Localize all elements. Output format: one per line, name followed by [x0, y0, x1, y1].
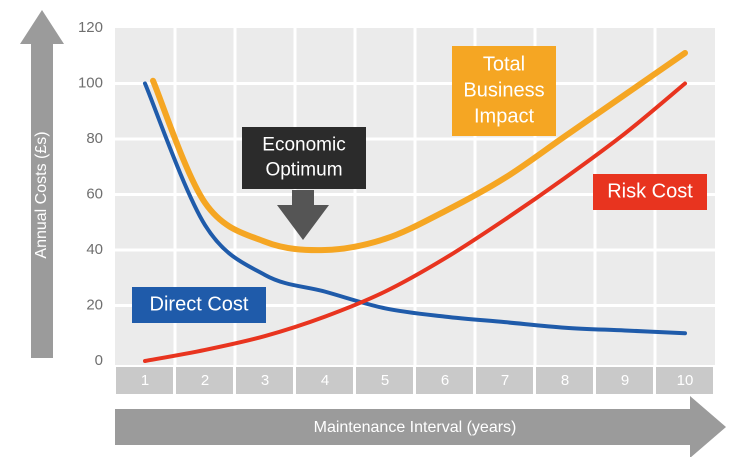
risk-cost-label: Risk Cost	[593, 174, 707, 210]
total-business-impact-line	[150, 49, 688, 254]
y-axis-arrow	[20, 10, 64, 358]
x-tick-cell	[296, 367, 353, 394]
x-tick-label: 3	[261, 372, 269, 389]
x-tick-strip: 1 2 3 4 5 6 7 8 9 10	[116, 367, 713, 394]
x-tick-cell	[416, 367, 473, 394]
x-tick-cell	[236, 367, 293, 394]
x-tick-label: 7	[501, 372, 509, 389]
y-axis-label: Annual Costs (£s)	[33, 131, 50, 258]
x-tick-label: 1	[141, 372, 149, 389]
direct-cost-line	[143, 81, 687, 336]
y-tick-labels: 0 20 40 60 80 100 120	[78, 19, 103, 369]
y-tick-label: 100	[78, 74, 103, 91]
y-tick-label: 120	[78, 19, 103, 36]
risk-cost-label-box	[593, 174, 707, 210]
x-tick-label: 8	[561, 372, 569, 389]
x-tick-cell	[656, 367, 713, 394]
y-tick-label: 20	[86, 296, 103, 313]
total-business-impact-label-text: Business	[463, 79, 544, 101]
y-tick-label: 60	[86, 185, 103, 202]
y-tick-label: 0	[95, 352, 103, 369]
x-tick-cell	[536, 367, 593, 394]
x-tick-label: 9	[621, 372, 629, 389]
x-axis-label: Maintenance Interval (years)	[314, 419, 517, 436]
risk-cost-line	[143, 81, 687, 363]
direct-cost-label: Direct Cost	[132, 287, 266, 323]
total-business-impact-label-box	[452, 46, 556, 136]
x-tick-cell	[176, 367, 233, 394]
x-tick-label: 4	[321, 372, 329, 389]
economic-optimum-callout-box	[242, 127, 366, 189]
x-tick-label: 2	[201, 372, 209, 389]
x-tick-label: 10	[677, 372, 694, 389]
series-lines	[143, 49, 688, 363]
economic-optimum-arrow	[277, 190, 329, 240]
direct-cost-label-text: Direct Cost	[150, 293, 249, 315]
x-tick-cell	[476, 367, 533, 394]
direct-cost-label-box	[132, 287, 266, 323]
total-business-impact-label-text: Impact	[474, 105, 534, 127]
x-tick-label: 5	[381, 372, 389, 389]
x-tick-cell	[596, 367, 653, 394]
economic-optimum-callout-text: Optimum	[265, 160, 342, 181]
x-tick-label: 6	[441, 372, 449, 389]
y-tick-label: 40	[86, 241, 103, 258]
y-tick-label: 80	[86, 130, 103, 147]
x-axis-arrow	[115, 396, 726, 457]
x-tick-cell	[356, 367, 413, 394]
risk-cost-label-text: Risk Cost	[607, 180, 693, 202]
series-labels: Total Business Impact Direct Cost Risk Cost E…	[132, 46, 707, 323]
economic-optimum-callout-text: Economic	[262, 135, 345, 156]
total-business-impact-label-text: Total	[483, 53, 525, 75]
x-tick-cell	[116, 367, 173, 394]
total-business-impact-label: Total Business Impact	[452, 46, 556, 136]
economic-optimum-callout: Economic Optimum	[242, 127, 366, 189]
